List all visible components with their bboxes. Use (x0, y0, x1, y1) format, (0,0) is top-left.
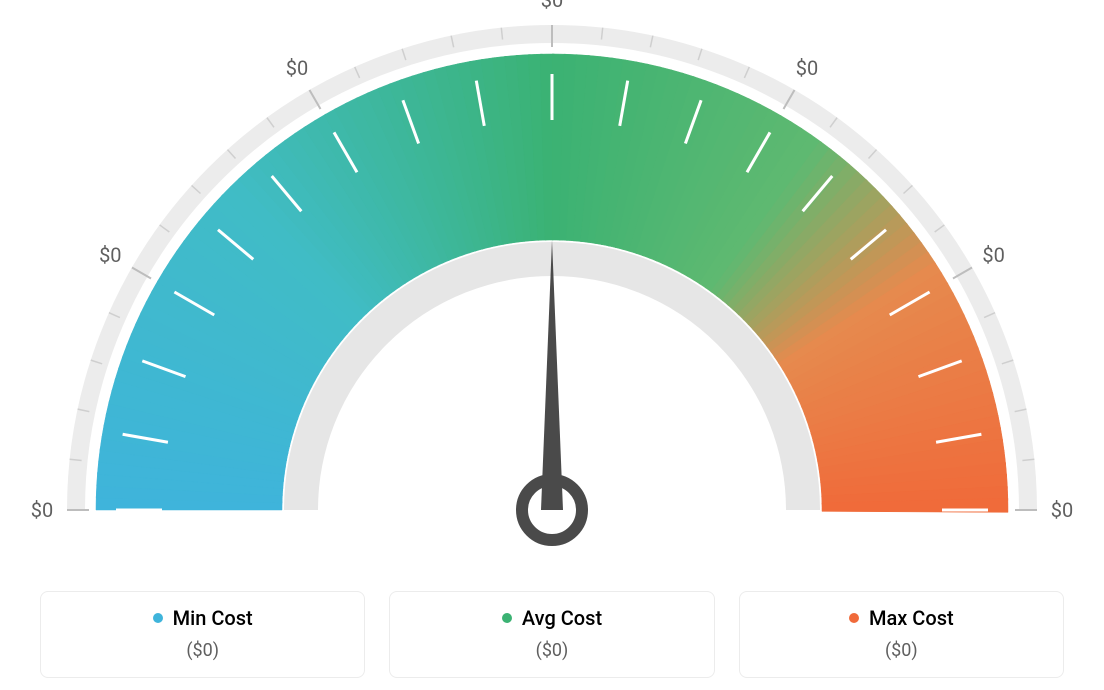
gauge-scale-label: $0 (286, 56, 308, 80)
gauge-scale-label: $0 (99, 243, 121, 267)
legend-label-min: Min Cost (173, 606, 253, 630)
legend-label-max: Max Cost (869, 606, 954, 630)
legend-value-min: ($0) (51, 640, 354, 661)
gauge-area: $0 $0 $0 $0 $0 $0 $0 (0, 0, 1104, 560)
legend-card-min: Min Cost ($0) (40, 591, 365, 678)
legend-dot-max (849, 613, 859, 623)
legend-dot-avg (502, 613, 512, 623)
legend-label-avg: Avg Cost (522, 606, 602, 630)
legend-dot-min (153, 613, 163, 623)
legend-title-max: Max Cost (849, 606, 954, 630)
legend-card-max: Max Cost ($0) (739, 591, 1064, 678)
legend-value-avg: ($0) (400, 640, 703, 661)
gauge-scale-label: $0 (541, 0, 563, 12)
legend-value-max: ($0) (750, 640, 1053, 661)
gauge-svg (0, 0, 1104, 560)
gauge-scale-label: $0 (982, 243, 1004, 267)
legend-title-min: Min Cost (153, 606, 253, 630)
gauge-chart-container: $0 $0 $0 $0 $0 $0 $0 Min Cost ($0) Avg Cost ($… (0, 0, 1104, 690)
legend-card-avg: Avg Cost ($0) (389, 591, 714, 678)
gauge-scale-label: $0 (796, 56, 818, 80)
legend-title-avg: Avg Cost (502, 606, 602, 630)
gauge-scale-label: $0 (1051, 498, 1073, 522)
legend-row: Min Cost ($0) Avg Cost ($0) Max Cost ($0… (0, 591, 1104, 678)
gauge-scale-label: $0 (31, 498, 53, 522)
